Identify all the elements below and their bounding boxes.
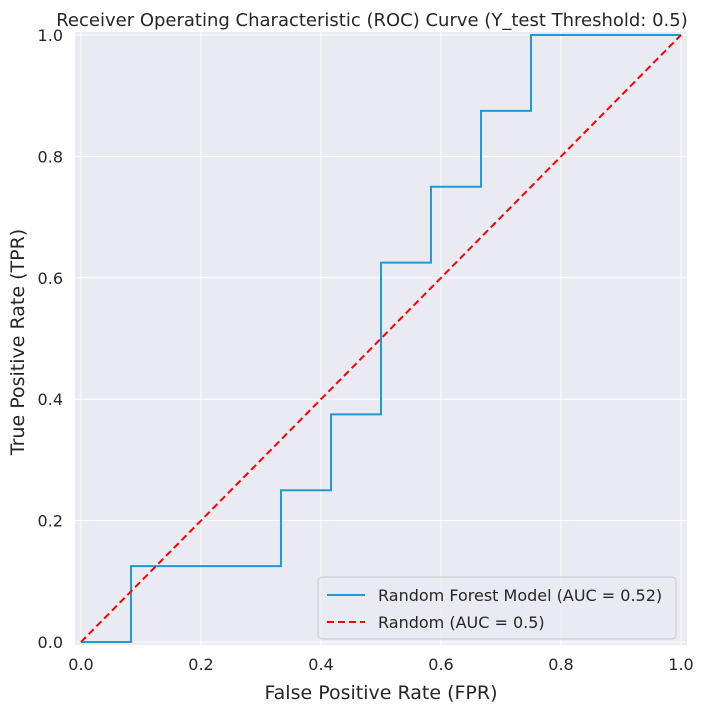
- y-tick-label: 0.8: [38, 147, 63, 166]
- x-tick-label: 0.2: [188, 655, 213, 674]
- x-tick-label: 0.6: [428, 655, 453, 674]
- y-tick-label: 0.4: [38, 390, 63, 409]
- x-axis-title: False Positive Rate (FPR): [264, 682, 497, 704]
- legend-label-rf: Random Forest Model (AUC = 0.52): [378, 586, 662, 605]
- y-tick-label: 0.0: [38, 633, 63, 652]
- grid: [75, 32, 687, 645]
- y-tick-label: 0.6: [38, 269, 63, 288]
- x-tick-label: 1.0: [668, 655, 693, 674]
- series-line-rf: [81, 34, 681, 643]
- y-tick-label: 0.2: [38, 512, 63, 531]
- y-axis-title: True Positive Rate (TPR): [7, 229, 29, 456]
- x-tick-label: 0.4: [308, 655, 333, 674]
- legend-box: [317, 576, 677, 640]
- x-tick-label: 0.8: [548, 655, 573, 674]
- y-tick-label: 1.0: [38, 26, 63, 45]
- legend-label-random: Random (AUC = 0.5): [378, 613, 545, 632]
- tick-labels: 0.0 0.2 0.4 0.6 0.8 1.0 0.0 0.2 0.4 0.6 0.8 1.0: [38, 26, 694, 674]
- chart-title: Receiver Operating Characteristic (ROC) …: [56, 10, 688, 31]
- series-layer: [80, 34, 682, 643]
- x-tick-label: 0.0: [68, 655, 93, 674]
- legend: Random Forest Model (AUC = 0.52) Random …: [317, 576, 677, 640]
